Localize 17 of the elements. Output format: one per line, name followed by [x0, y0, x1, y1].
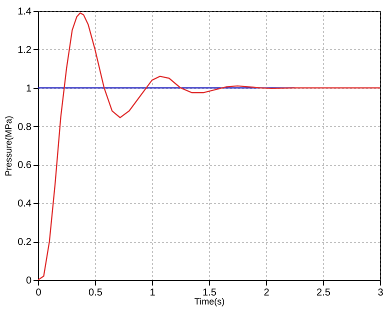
y-tick-label: 1.2	[18, 44, 32, 56]
x-tick-label: 3	[378, 288, 384, 298]
x-tick-label: 0	[36, 288, 42, 298]
y-tick-label: 1.4	[18, 6, 32, 18]
x-tick-label: 2.5	[316, 288, 331, 298]
x-axis-title: Time(s)	[194, 296, 225, 306]
x-tick-label: 1.5	[202, 288, 217, 298]
y-tick-label: 0	[26, 276, 32, 286]
y-axis-title: Pressure(MPa)	[4, 116, 14, 176]
y-tick-label: 1	[26, 83, 32, 94]
y-tick-label: 0.2	[18, 237, 32, 248]
x-tick-label: 2	[264, 288, 270, 298]
x-tick-label: 1	[150, 288, 156, 298]
y-tick-label: 0.8	[18, 122, 32, 133]
y-tick-label: 0.4	[18, 198, 32, 210]
x-tick-label: 0.5	[88, 288, 103, 298]
y-tick-label: 0.6	[18, 160, 32, 172]
